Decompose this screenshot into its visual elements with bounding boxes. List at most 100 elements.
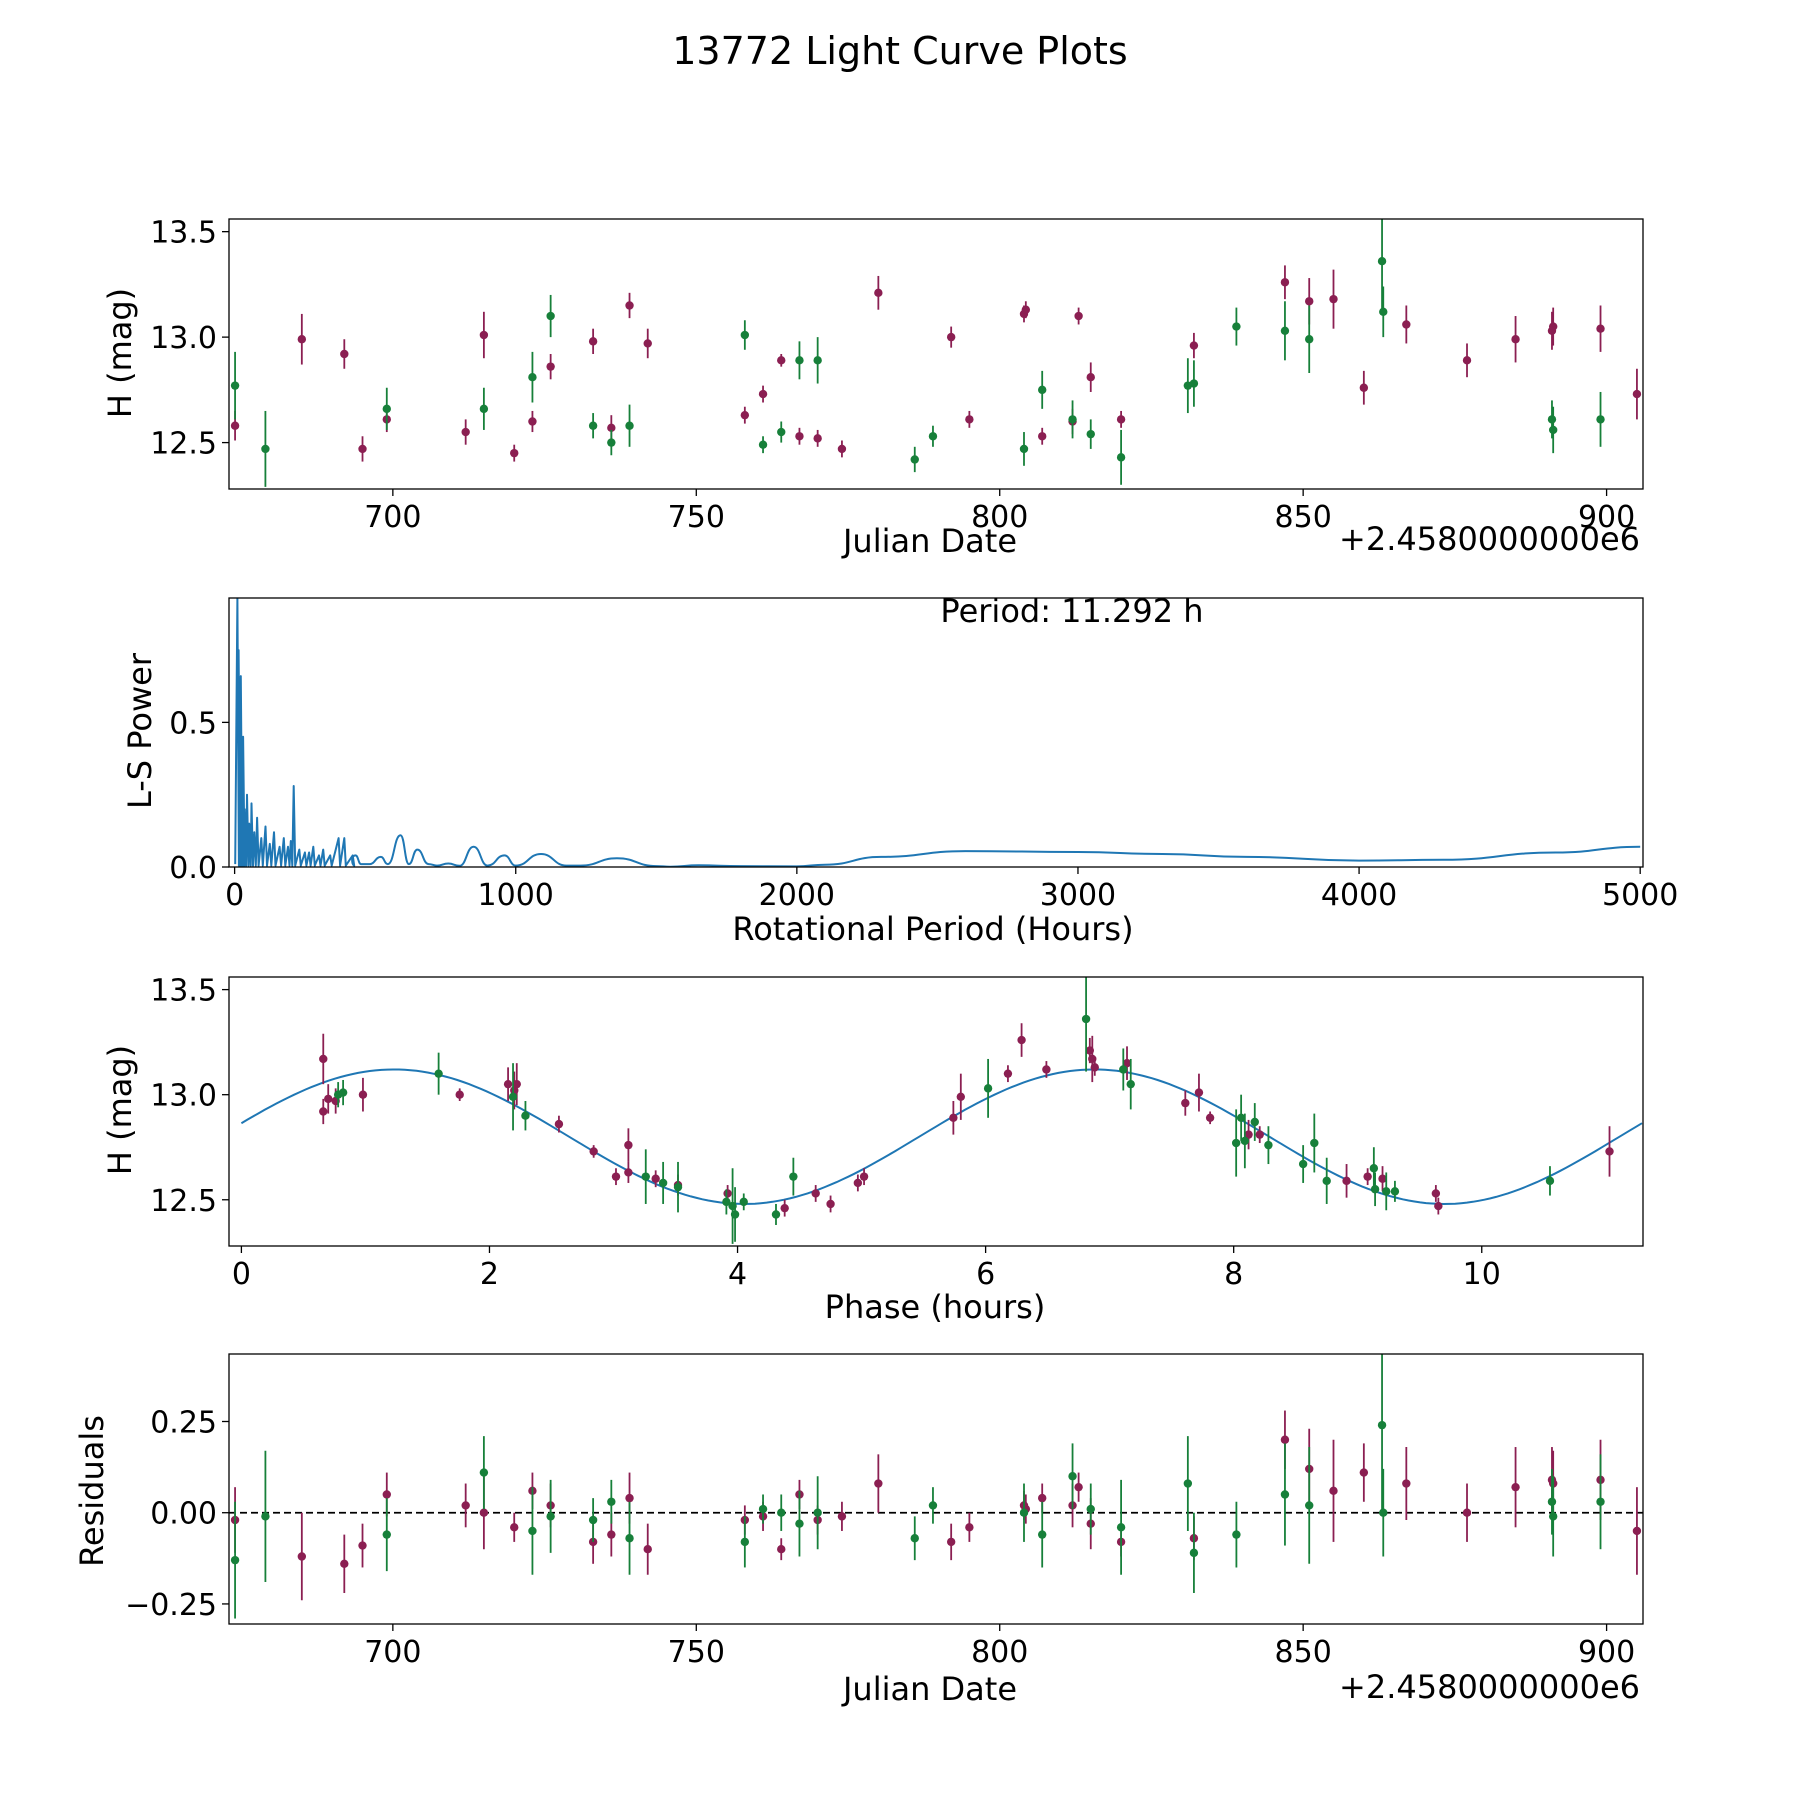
lightcurve-green-point bbox=[813, 356, 822, 365]
phased-green-point bbox=[722, 1197, 731, 1207]
lightcurve-red-point bbox=[1359, 383, 1369, 392]
phased-green-point bbox=[1322, 1176, 1331, 1186]
phased-green-point bbox=[1390, 1187, 1400, 1196]
phased-red-point bbox=[455, 1090, 464, 1099]
phased-red-point bbox=[853, 1178, 863, 1188]
residuals-red-point bbox=[461, 1501, 470, 1510]
phased-green-point bbox=[521, 1111, 530, 1120]
lightcurve-frame bbox=[228, 218, 1644, 490]
phased-red-point bbox=[1342, 1176, 1351, 1186]
residuals-green-point bbox=[607, 1497, 616, 1506]
lightcurve-green-point bbox=[528, 373, 537, 382]
residuals-red-point bbox=[1402, 1479, 1411, 1488]
lightcurve-red-point bbox=[740, 410, 750, 420]
residuals-red-point bbox=[965, 1523, 974, 1532]
residuals-x-tick-label: 900 bbox=[1578, 1635, 1635, 1670]
phased-y-tick-label: 13.5 bbox=[150, 974, 217, 1009]
lightcurve-points bbox=[230, 219, 1642, 487]
residuals-x-tick-label: 750 bbox=[668, 1635, 725, 1670]
phased-x-tick-label: 0 bbox=[232, 1257, 251, 1292]
lightcurve-red-point bbox=[813, 434, 822, 443]
residuals-red-point bbox=[643, 1545, 652, 1554]
phased-green-point bbox=[1545, 1176, 1555, 1186]
residuals-green-point bbox=[777, 1508, 786, 1517]
lightcurve-green-point bbox=[1038, 385, 1047, 395]
lightcurve-red-point bbox=[946, 332, 956, 342]
lightcurve-green-point bbox=[758, 440, 768, 449]
phased-y-tick-label: 13.0 bbox=[150, 1079, 217, 1114]
residuals-green-point bbox=[1547, 1497, 1557, 1506]
phased-red-point bbox=[324, 1094, 333, 1104]
residuals-red-point bbox=[382, 1490, 391, 1499]
lightcurve-red-point bbox=[1329, 294, 1338, 304]
periodogram-line bbox=[234, 598, 1641, 867]
lightcurve-green-point bbox=[1377, 256, 1387, 266]
phased-red-point bbox=[651, 1174, 660, 1183]
lightcurve-red-point bbox=[1280, 278, 1290, 287]
lightcurve-x-tick-label: 750 bbox=[668, 500, 725, 535]
lightcurve-offset-label: +2.4580000000e6 bbox=[1339, 520, 1640, 558]
periodogram-x-tick-label: 5000 bbox=[1602, 878, 1678, 913]
phased-red-point bbox=[554, 1119, 564, 1129]
phased-model-curve bbox=[240, 1068, 1643, 1206]
lightcurve-green-point bbox=[928, 432, 938, 441]
residuals-red-point bbox=[510, 1523, 519, 1532]
lightcurve-red-point bbox=[588, 337, 598, 346]
phased-red-point bbox=[811, 1189, 820, 1198]
svg-text:L-S Power: L-S Power bbox=[121, 652, 159, 809]
phased-red-point bbox=[319, 1107, 328, 1116]
residuals-green-point bbox=[261, 1512, 270, 1521]
phased-red-point bbox=[1244, 1130, 1253, 1139]
phased-red-point bbox=[1363, 1172, 1372, 1181]
residuals-green-point bbox=[1596, 1497, 1605, 1506]
lightcurve-green-point bbox=[1379, 307, 1388, 317]
residuals-red-point bbox=[625, 1493, 634, 1503]
residuals-green-point bbox=[625, 1534, 634, 1543]
phased-red-point bbox=[1378, 1174, 1387, 1183]
residuals-red-point bbox=[1511, 1482, 1520, 1492]
residuals-green-point bbox=[813, 1508, 822, 1517]
lightcurve-red-point bbox=[1116, 415, 1126, 424]
residuals-green-point bbox=[588, 1515, 598, 1525]
lightcurve-green-point bbox=[1596, 415, 1605, 424]
residuals-green-point bbox=[928, 1501, 938, 1510]
residuals-green-point bbox=[1086, 1504, 1095, 1514]
lightcurve-red-point bbox=[1511, 335, 1520, 344]
phased-green-point bbox=[730, 1210, 740, 1219]
lightcurve-red-point bbox=[297, 335, 307, 344]
residuals-offset-label: +2.4580000000e6 bbox=[1339, 1668, 1640, 1706]
phased-panel: H (mag) Phase (hours) 0 2 4 6 8 10 12.5 13.0 13.… bbox=[101, 974, 1644, 1326]
lightcurve-y-tick-label: 12.5 bbox=[150, 427, 217, 462]
periodogram-x-axis-label: Rotational Period (Hours) bbox=[732, 910, 1133, 948]
phased-x-tick-label: 6 bbox=[976, 1257, 995, 1292]
phased-points bbox=[319, 977, 1614, 1244]
phased-red-point bbox=[949, 1113, 958, 1123]
lightcurve-green-point bbox=[1305, 335, 1314, 344]
phased-green-point bbox=[641, 1172, 650, 1181]
residuals-green-point bbox=[1377, 1420, 1387, 1430]
phased-green-point bbox=[1264, 1140, 1273, 1150]
lightcurve-green-point bbox=[1189, 379, 1199, 388]
residuals-green-point bbox=[1232, 1530, 1241, 1539]
lightcurve-red-point bbox=[1086, 373, 1095, 382]
periodogram-x-tick-label: 0 bbox=[225, 878, 244, 913]
lightcurve-green-point bbox=[479, 404, 489, 414]
phased-red-point bbox=[1017, 1035, 1026, 1045]
residuals-red-point bbox=[1329, 1486, 1338, 1496]
lightcurve-red-point bbox=[230, 421, 240, 430]
lightcurve-x-tick-label: 700 bbox=[364, 500, 421, 535]
phased-green-point bbox=[1310, 1138, 1319, 1148]
residuals-green-point bbox=[382, 1530, 391, 1539]
residuals-green-point bbox=[1019, 1508, 1029, 1517]
phased-green-point bbox=[983, 1084, 993, 1093]
residuals-y-tick-label: 0.25 bbox=[150, 1406, 217, 1441]
residuals-red-point bbox=[1074, 1482, 1083, 1492]
periodogram-x-tick-label: 1000 bbox=[478, 878, 554, 913]
periodogram-y-axis-label: L-S Power bbox=[121, 652, 159, 809]
phased-green-point bbox=[673, 1182, 683, 1192]
residuals-green-point bbox=[1379, 1508, 1388, 1517]
lightcurve-green-point bbox=[1280, 326, 1290, 335]
phased-red-point bbox=[1205, 1113, 1215, 1123]
residuals-panel: Residuals Julian Date +2.4580000000e6 70… bbox=[73, 1353, 1644, 1708]
